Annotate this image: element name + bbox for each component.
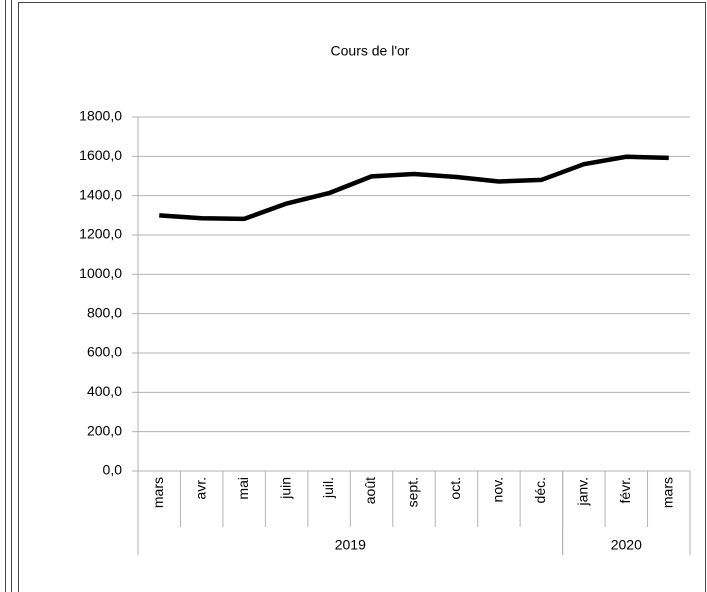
- x-tick-label: juin: [277, 477, 293, 500]
- y-tick-label: 400,0: [87, 383, 122, 399]
- chart-title: Cours de l'or: [331, 43, 410, 59]
- x-tick-label: févr.: [617, 477, 633, 503]
- x-tick-label: mai: [235, 477, 251, 500]
- x-tick-label: mars: [659, 477, 675, 508]
- y-tick-label: 1200,0: [79, 226, 122, 242]
- y-tick-label: 1800,0: [79, 108, 122, 124]
- x-tick-label: nov.: [490, 477, 506, 502]
- y-tick-label: 600,0: [87, 344, 122, 360]
- x-tick-label: avr.: [192, 477, 208, 500]
- x-tick-label: sept.: [405, 477, 421, 507]
- y-tick-label: 800,0: [87, 304, 122, 320]
- y-tick-label: 1400,0: [79, 186, 122, 202]
- x-tick-label: déc.: [532, 477, 548, 503]
- chart-frame: [18, 2, 706, 592]
- y-tick-label: 0,0: [103, 462, 123, 478]
- x-tick-label: janv.: [575, 477, 591, 507]
- group-label: 2019: [335, 537, 366, 553]
- x-tick-label: août: [362, 477, 378, 504]
- x-tick-label: juil.: [320, 477, 336, 499]
- y-tick-label: 200,0: [87, 422, 122, 438]
- line-series: [159, 154, 669, 222]
- x-tick-label: oct.: [447, 477, 463, 500]
- y-tick-label: 1000,0: [79, 265, 122, 281]
- group-label: 2020: [611, 537, 642, 553]
- y-tick-label: 1600,0: [79, 147, 122, 163]
- x-tick-label: mars: [150, 477, 166, 508]
